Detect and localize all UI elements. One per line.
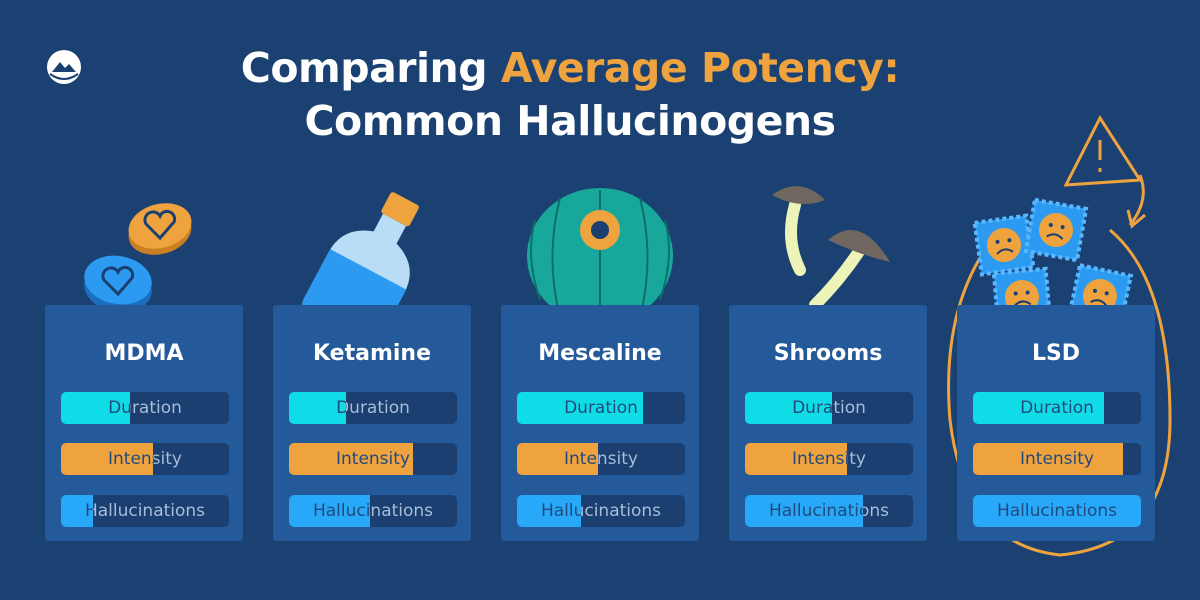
drug-name: Shrooms: [773, 341, 883, 366]
bar-fill: [517, 443, 598, 475]
card-mescaline: Mescaline Duration Intensity Hallucinations: [501, 305, 699, 541]
bar-intensity: Intensity: [517, 443, 685, 475]
warning-icon: [947, 114, 1172, 557]
bar-label: Intensity: [745, 443, 913, 475]
card-shrooms: Shrooms Duration Intensity Hallucinations: [729, 305, 927, 541]
drug-name: LSD: [1031, 341, 1081, 366]
bar-duration: Duration: [61, 392, 229, 424]
bar-hallucinations: Hallucinations: [517, 495, 685, 527]
bar-label: Duration: [61, 392, 229, 424]
bar-fill: [745, 392, 833, 424]
bar-label: Hallucinations: [973, 495, 1141, 527]
heart-pill-icon: [128, 203, 192, 255]
card-lsd: LSD Duration Intensity Hallucinations: [957, 305, 1155, 541]
bar-intensity: Intensity: [289, 443, 457, 475]
bar-fill: [61, 392, 130, 424]
bar-label: Intensity: [973, 443, 1141, 475]
page-title-line2: Common Hallucinogens: [304, 97, 836, 145]
bar-hallucinations: Hallucinations: [61, 495, 229, 527]
bar-hallucinations: Hallucinations: [289, 495, 457, 527]
bar-duration: Duration: [973, 392, 1141, 424]
bar-label: Intensity: [289, 443, 457, 475]
bar-fill: [517, 392, 643, 424]
bar-hallucinations: Hallucinations: [973, 495, 1141, 527]
bar-fill: [745, 495, 863, 527]
bar-intensity: Intensity: [973, 443, 1141, 475]
drug-name: MDMA: [104, 341, 184, 366]
bar-label: Intensity: [61, 443, 229, 475]
bar-intensity: Intensity: [745, 443, 913, 475]
heart-pill-icon: [84, 255, 152, 313]
page-title-line1: Comparing Average Potency:: [0, 44, 1140, 92]
bar-label: Hallucinations: [289, 495, 457, 527]
bar-label: Duration: [973, 392, 1141, 424]
bar-fill: [973, 443, 1123, 475]
bar-duration: Duration: [289, 392, 457, 424]
drug-name: Ketamine: [313, 341, 431, 366]
bar-fill: [61, 495, 93, 527]
bar-duration: Duration: [745, 392, 913, 424]
bar-fill: [517, 495, 581, 527]
bar-label: Duration: [517, 392, 685, 424]
bar-fill: [745, 443, 848, 475]
bar-label: Hallucinations: [517, 495, 685, 527]
bar-fill: [973, 392, 1105, 424]
bar-fill: [289, 495, 370, 527]
bar-hallucinations: Hallucinations: [745, 495, 913, 527]
bar-intensity: Intensity: [61, 443, 229, 475]
bar-label: Hallucinations: [745, 495, 913, 527]
logo-icon: [47, 50, 81, 84]
mushroom-icon: [772, 186, 890, 311]
bar-fill: [973, 495, 1141, 527]
title-text: Comparing: [240, 44, 501, 92]
bar-fill: [289, 392, 347, 424]
peyote-cactus-icon: [527, 188, 673, 324]
bar-label: Duration: [289, 392, 457, 424]
drug-name: Mescaline: [538, 341, 662, 366]
bar-label: Duration: [745, 392, 913, 424]
card-ketamine: Ketamine Duration Intensity Hallucinations: [273, 305, 471, 541]
bar-duration: Duration: [517, 392, 685, 424]
card-mdma: MDMA Duration Intensity Hallucinations: [45, 305, 243, 541]
bar-fill: [61, 443, 154, 475]
bar-label: Hallucinations: [61, 495, 229, 527]
bar-fill: [289, 443, 414, 475]
bar-label: Intensity: [517, 443, 685, 475]
title-accent: Average Potency:: [500, 44, 900, 92]
